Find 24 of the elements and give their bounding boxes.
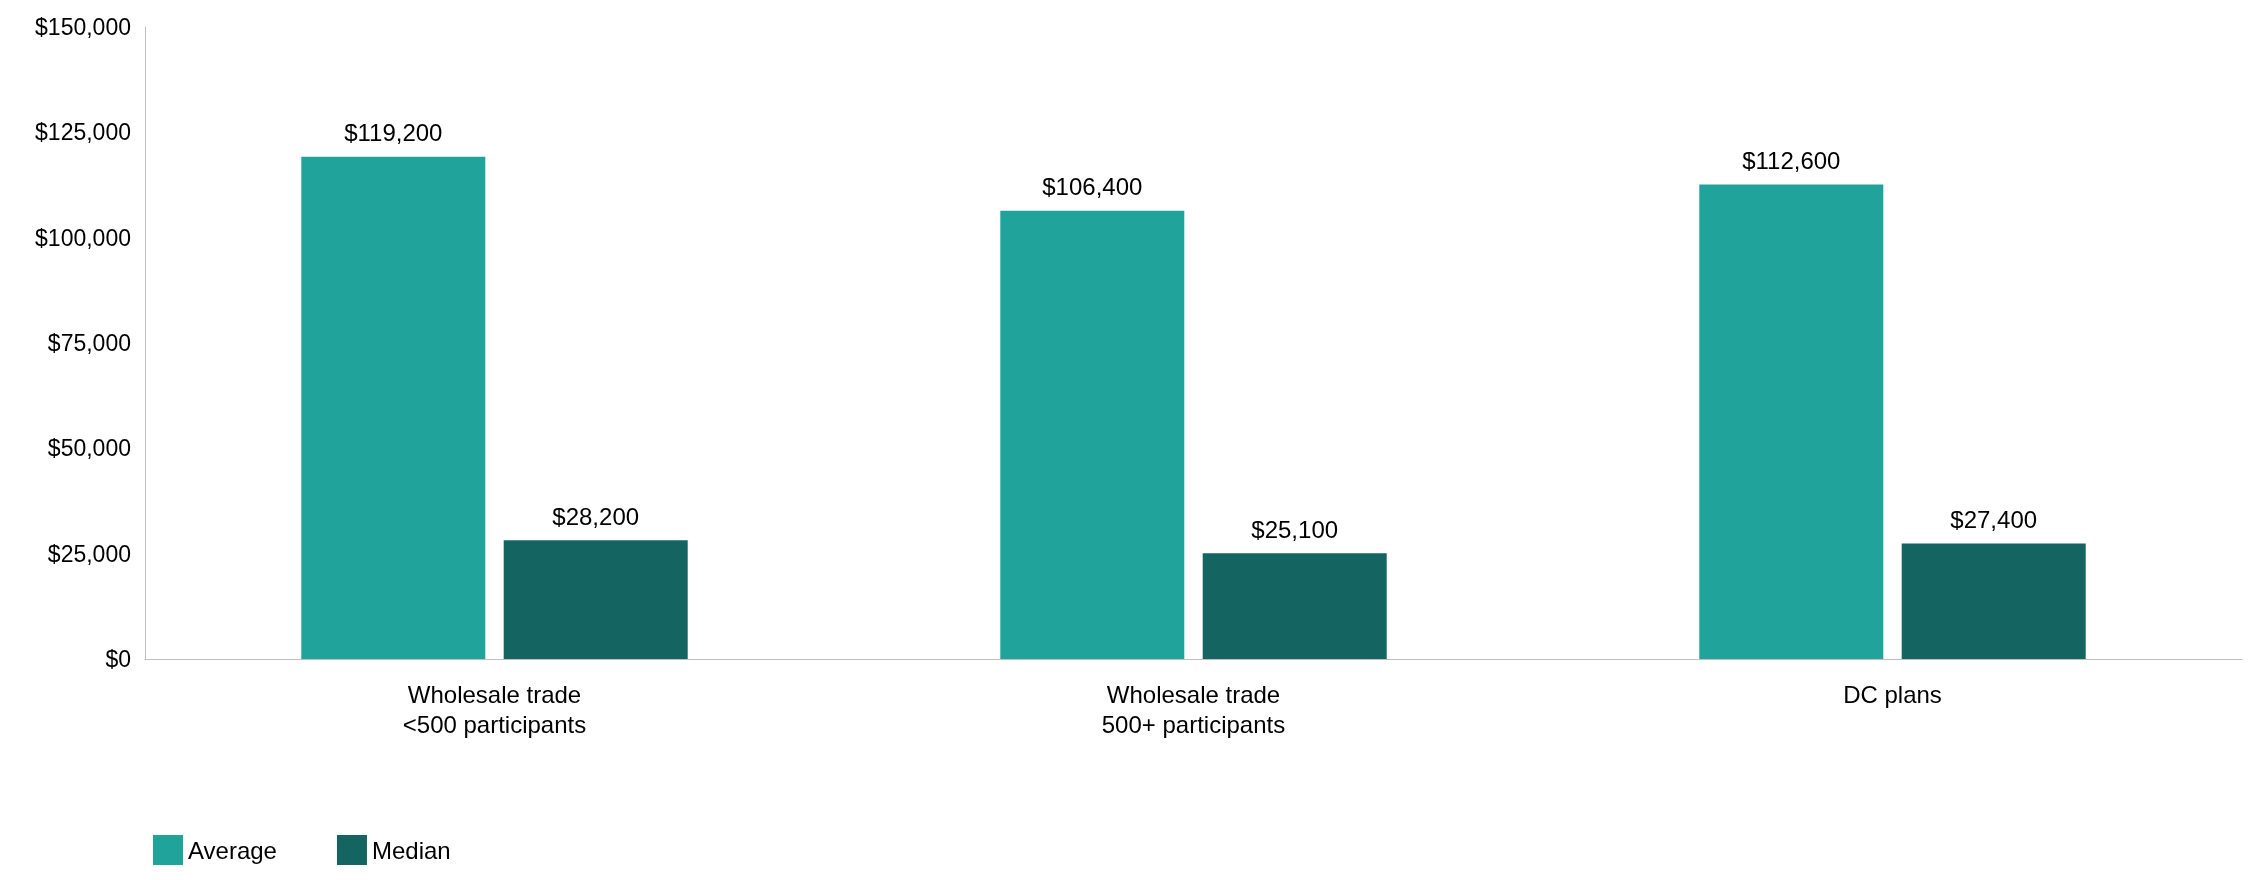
data-label: $25,100 [1251, 515, 1339, 543]
y-tick-label: $75,000 [47, 330, 131, 356]
bar [1699, 184, 1884, 659]
data-label: $28,200 [552, 502, 640, 530]
bar [1000, 210, 1185, 659]
x-tick-label: DC plans [1843, 680, 1942, 708]
x-tick-label: Wholesale trade <500 participants [402, 680, 587, 738]
y-tick-label: $50,000 [47, 435, 131, 462]
bar [301, 156, 486, 659]
y-tick-label: $0 [105, 646, 131, 672]
legend-label: Median [371, 836, 451, 864]
y-tick-label: $125,000 [35, 119, 131, 146]
y-tick-label: $25,000 [47, 540, 131, 567]
data-label: $27,400 [1950, 506, 2038, 534]
legend-label: Average [188, 836, 277, 864]
bar [1901, 543, 2086, 659]
y-tick-label: $150,000 [35, 14, 131, 40]
bar [503, 540, 688, 659]
data-label: $119,200 [344, 119, 443, 147]
data-label: $112,600 [1742, 147, 1841, 175]
y-tick-label: $100,000 [35, 224, 131, 251]
bar [1202, 553, 1387, 659]
x-tick-label: Wholesale trade 500+ participants [1101, 680, 1286, 738]
data-label: $106,400 [1042, 173, 1143, 201]
